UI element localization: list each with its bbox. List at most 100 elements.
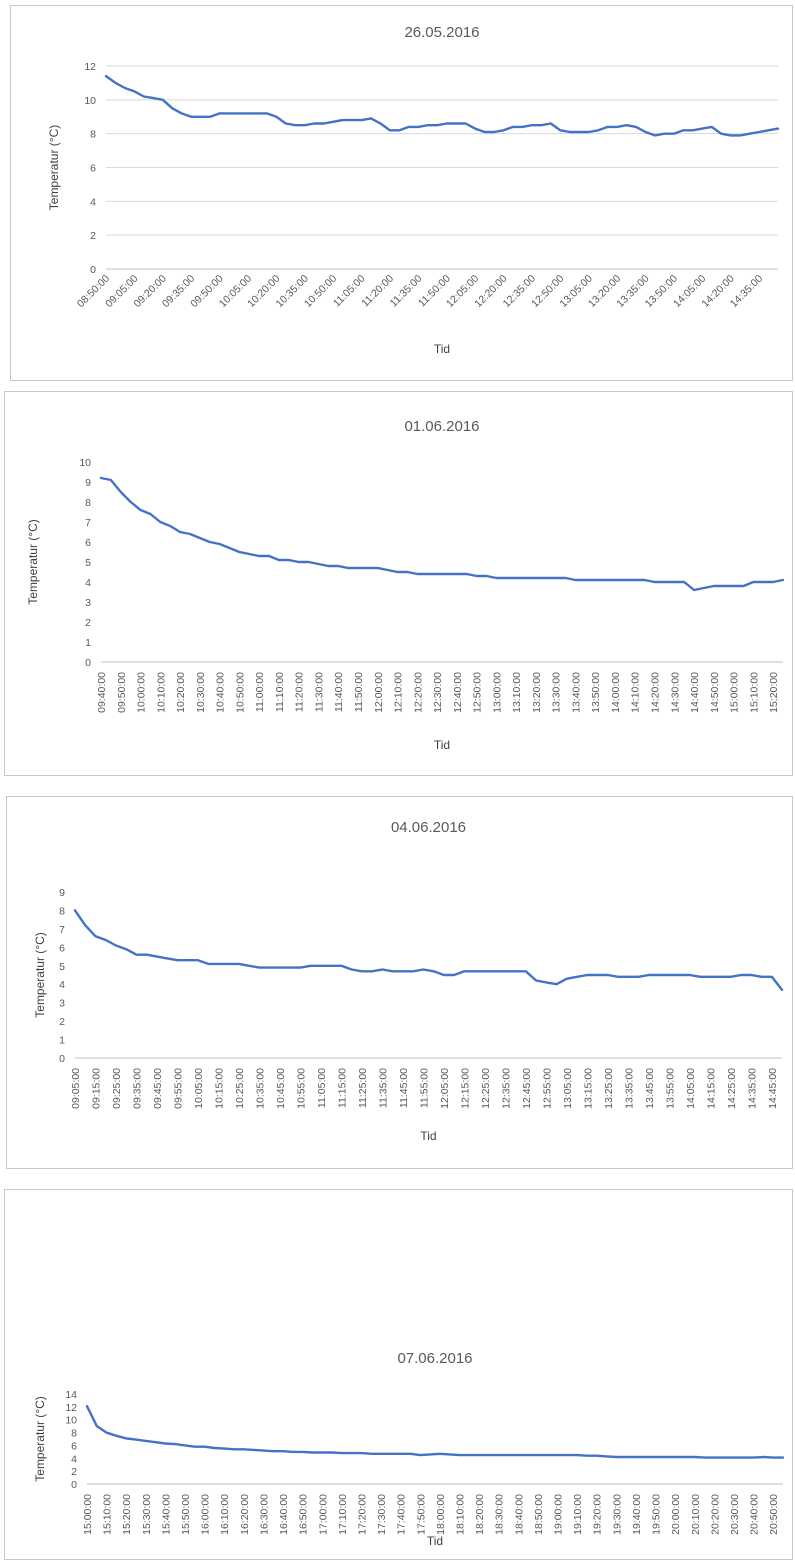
x-tick-label: 12:10:00 — [393, 672, 405, 713]
x-tick-label: 19:10:00 — [572, 1494, 584, 1535]
x-tick-label: 12:55:00 — [541, 1068, 553, 1109]
y-tick-label: 8 — [59, 905, 65, 917]
x-tick-label: 18:40:00 — [513, 1494, 525, 1535]
x-tick-label: 17:20:00 — [356, 1494, 368, 1535]
y-tick-label: 4 — [90, 196, 96, 208]
y-axis-label: Temperatur (°C) — [33, 932, 47, 1017]
x-tick-label: 09:45:00 — [152, 1068, 164, 1109]
x-tick-label: 14:15:00 — [705, 1068, 717, 1109]
x-tick-label: 14:50:00 — [709, 672, 721, 713]
y-tick-label: 7 — [59, 924, 65, 936]
x-tick-label: 17:10:00 — [337, 1494, 349, 1535]
y-axis-label: Temperatur (°C) — [33, 1396, 47, 1481]
x-tick-label: 20:10:00 — [690, 1494, 702, 1535]
y-tick-label: 14 — [65, 1389, 77, 1401]
x-tick-label: 16:20:00 — [239, 1494, 251, 1535]
x-tick-label: 13:05:00 — [562, 1068, 574, 1109]
x-tick-label: 11:10:00 — [274, 672, 286, 712]
x-tick-label: 20:00:00 — [670, 1494, 682, 1535]
x-tick-label: 09:15:00 — [90, 1068, 102, 1109]
y-tick-label: 9 — [85, 477, 91, 489]
x-tick-label: 12:15:00 — [459, 1068, 471, 1109]
y-tick-label: 12 — [84, 61, 96, 73]
x-tick-label: 18:50:00 — [533, 1494, 545, 1535]
x-tick-label: 18:00:00 — [435, 1494, 447, 1535]
x-tick-label: 13:45:00 — [644, 1068, 656, 1109]
y-axis-label: Temperatur (°C) — [26, 519, 40, 604]
y-tick-label: 2 — [90, 230, 96, 242]
x-tick-label: 15:00:00 — [729, 672, 741, 713]
x-tick-label: 11:15:00 — [336, 1068, 348, 1108]
x-tick-label: 18:20:00 — [474, 1494, 486, 1535]
x-tick-label: 11:05:00 — [316, 1068, 328, 1108]
x-tick-label: 10:35:00 — [254, 1068, 266, 1109]
x-tick-label: 19:00:00 — [553, 1494, 565, 1535]
x-tick-label: 09:05:00 — [70, 1068, 82, 1109]
x-tick-label: 12:30:00 — [432, 672, 444, 713]
x-tick-label: 14:10:00 — [630, 672, 642, 713]
y-tick-label: 1 — [59, 1035, 65, 1047]
x-tick-label: 15:20:00 — [121, 1494, 133, 1535]
x-tick-label: 10:40:00 — [215, 672, 227, 713]
x-tick-label: 20:50:00 — [768, 1494, 780, 1535]
y-tick-label: 8 — [85, 497, 91, 509]
x-tick-label: 15:50:00 — [180, 1494, 192, 1535]
x-tick-label: 12:50:00 — [472, 672, 484, 713]
y-tick-label: 6 — [90, 163, 96, 175]
x-axis-label: Tid — [420, 1129, 436, 1143]
y-tick-label: 2 — [85, 617, 91, 629]
x-tick-label: 13:30:00 — [551, 672, 563, 713]
y-tick-label: 9 — [59, 887, 65, 899]
x-tick-label: 17:50:00 — [415, 1494, 427, 1535]
x-tick-label: 09:55:00 — [172, 1068, 184, 1109]
x-tick-label: 12:35:00 — [500, 1068, 512, 1109]
x-axis-label: Tid — [427, 1534, 443, 1548]
y-tick-label: 6 — [59, 942, 65, 954]
x-tick-label: 20:40:00 — [749, 1494, 761, 1535]
x-tick-label: 15:20:00 — [768, 672, 780, 713]
x-tick-label: 09:35:00 — [131, 1068, 143, 1109]
x-tick-label: 18:10:00 — [455, 1494, 467, 1535]
chart-title: 26.05.2016 — [404, 24, 479, 41]
x-tick-label: 16:40:00 — [278, 1494, 290, 1535]
x-tick-label: 10:00:00 — [136, 672, 148, 713]
x-tick-label: 19:40:00 — [631, 1494, 643, 1535]
x-tick-label: 17:40:00 — [396, 1494, 408, 1535]
y-tick-label: 0 — [71, 1479, 77, 1491]
x-tick-label: 12:05:00 — [439, 1068, 451, 1109]
x-tick-label: 11:50:00 — [353, 672, 365, 712]
x-tick-label: 15:10:00 — [748, 672, 760, 713]
temperature-series-line — [106, 76, 778, 135]
temperature-series-line — [101, 478, 783, 590]
x-tick-label: 11:25:00 — [357, 1068, 369, 1108]
x-tick-label: 18:30:00 — [494, 1494, 506, 1535]
x-tick-label: 11:55:00 — [418, 1068, 430, 1108]
x-tick-label: 14:00:00 — [610, 672, 622, 713]
x-tick-label: 10:50:00 — [234, 672, 246, 713]
x-tick-label: 13:10:00 — [511, 672, 523, 713]
x-tick-label: 10:25:00 — [234, 1068, 246, 1109]
x-tick-label: 10:20:00 — [175, 672, 187, 713]
y-axis-label: Temperatur (°C) — [47, 125, 61, 210]
y-tick-label: 6 — [71, 1440, 77, 1452]
temperature-series-line — [75, 910, 782, 989]
x-tick-label: 14:30:00 — [669, 672, 681, 713]
x-axis-label: Tid — [434, 738, 450, 752]
x-tick-label: 14:45:00 — [767, 1068, 779, 1109]
x-tick-label: 11:20:00 — [294, 672, 306, 712]
x-tick-label: 12:40:00 — [452, 672, 464, 713]
y-tick-label: 10 — [65, 1415, 77, 1427]
x-tick-label: 12:00:00 — [373, 672, 385, 713]
x-tick-label: 17:00:00 — [317, 1494, 329, 1535]
temperature-series-line — [87, 1406, 783, 1457]
x-tick-label: 14:40:00 — [689, 672, 701, 713]
y-tick-label: 5 — [59, 961, 65, 973]
y-tick-label: 5 — [85, 557, 91, 569]
